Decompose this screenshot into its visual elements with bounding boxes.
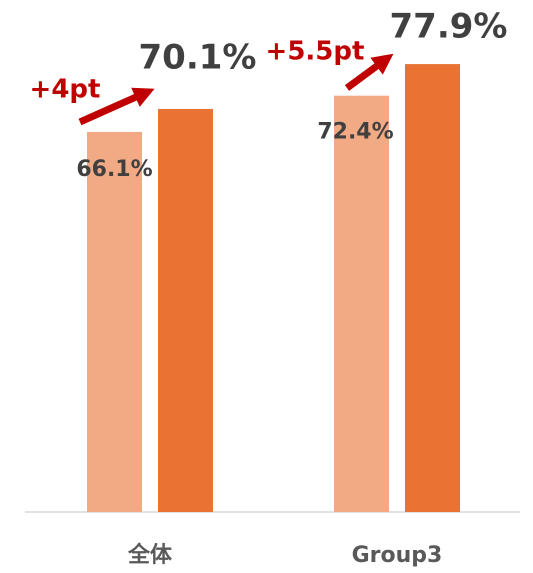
x-tick-label: Group3 xyxy=(352,543,443,568)
value-label: 77.9% xyxy=(390,7,508,47)
annotation: +5.5pt xyxy=(266,37,365,67)
value-label: 70.1% xyxy=(139,37,257,77)
arrow xyxy=(344,53,394,91)
bar xyxy=(87,131,142,513)
annotation: +4pt xyxy=(30,75,101,105)
bar xyxy=(158,108,213,513)
value-label: 72.4% xyxy=(317,120,393,145)
x-tick-label: 全体 xyxy=(127,542,173,568)
bar xyxy=(405,64,460,512)
arrow xyxy=(78,87,155,126)
value-label: 66.1% xyxy=(76,157,152,182)
bar xyxy=(334,95,389,512)
